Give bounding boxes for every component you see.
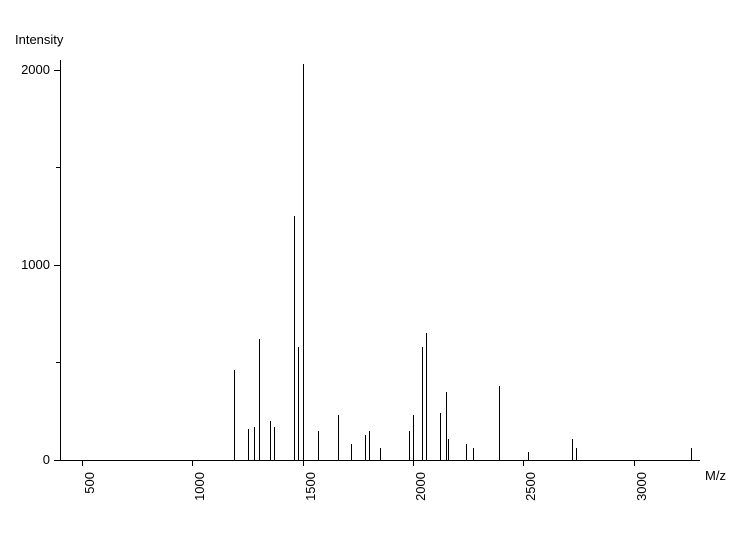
spectrum-peak	[473, 448, 474, 460]
spectrum-peak	[259, 339, 260, 460]
x-tick	[413, 460, 414, 466]
spectrum-peak	[466, 444, 467, 460]
x-axis-line	[60, 460, 700, 461]
spectrum-peak	[413, 415, 414, 460]
spectrum-peak	[446, 392, 447, 460]
y-tick	[54, 265, 60, 266]
y-axis-line	[60, 60, 61, 460]
x-tick	[82, 460, 83, 466]
x-axis-title: M/z	[705, 468, 726, 483]
y-tick-label: 2000	[0, 62, 50, 77]
spectrum-peak	[274, 427, 275, 460]
mass-spectrum-chart: 0 1000 2000 500 1000 1500 2000 2500 3000 Intens…	[0, 0, 750, 540]
x-tick	[523, 460, 524, 466]
x-tick-label: 2000	[413, 472, 428, 532]
y-tick-label: 1000	[0, 257, 50, 272]
y-axis-title: Intensity	[15, 32, 63, 47]
spectrum-peak	[426, 333, 427, 460]
spectrum-peak	[528, 452, 529, 460]
x-tick-label: 1000	[192, 472, 207, 532]
x-tick	[634, 460, 635, 466]
x-tick-label: 3000	[634, 472, 649, 532]
x-tick	[303, 460, 304, 466]
spectrum-peak	[318, 431, 319, 460]
spectrum-peak	[691, 448, 692, 460]
spectrum-peak	[448, 439, 449, 460]
y-minor-tick	[56, 167, 60, 168]
spectrum-peak	[409, 431, 410, 460]
spectrum-peak	[234, 370, 235, 460]
spectrum-peak	[576, 448, 577, 460]
spectrum-peak	[298, 347, 299, 460]
spectrum-peak	[294, 216, 295, 460]
spectrum-peak	[248, 429, 249, 460]
spectrum-peak	[499, 386, 500, 460]
spectrum-peak	[303, 64, 304, 460]
spectrum-peak	[351, 444, 352, 460]
x-tick-label: 1500	[303, 472, 318, 532]
spectrum-peak	[338, 415, 339, 460]
y-tick	[54, 70, 60, 71]
x-tick-label: 2500	[523, 472, 538, 532]
y-minor-tick	[56, 362, 60, 363]
spectrum-peak	[572, 439, 573, 460]
spectrum-peak	[365, 435, 366, 460]
spectrum-peak	[422, 347, 423, 460]
spectrum-peak	[369, 431, 370, 460]
spectrum-peak	[254, 427, 255, 460]
spectrum-peak	[270, 421, 271, 460]
x-tick-label: 500	[82, 472, 97, 532]
y-tick-label: 0	[0, 452, 50, 467]
spectrum-peak	[380, 448, 381, 460]
x-tick	[192, 460, 193, 466]
y-tick	[54, 460, 60, 461]
spectrum-peak	[440, 413, 441, 460]
